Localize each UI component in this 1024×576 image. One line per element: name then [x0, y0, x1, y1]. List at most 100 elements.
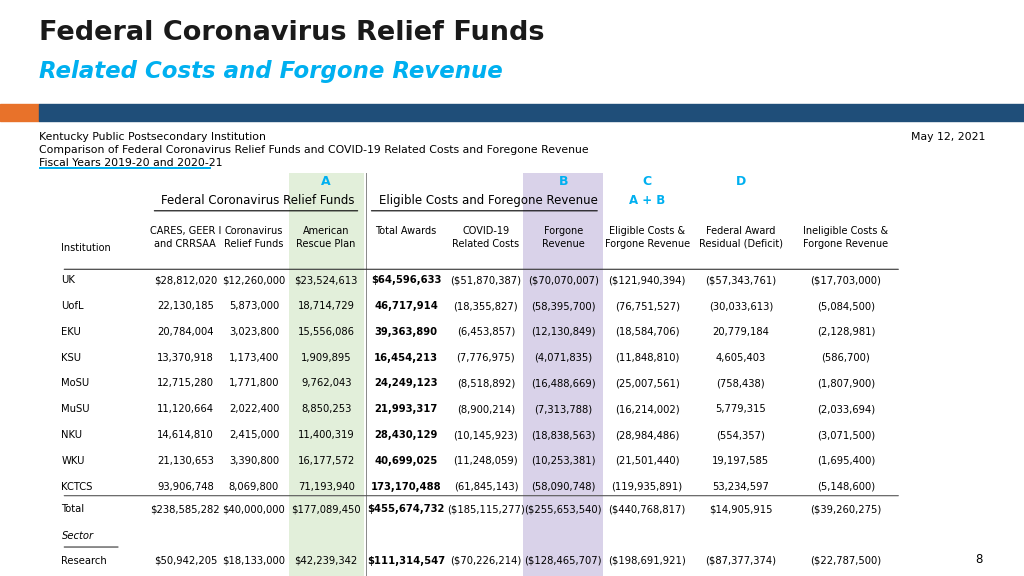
Text: $40,000,000: $40,000,000 — [222, 505, 286, 514]
Text: (8,900,214): (8,900,214) — [457, 404, 515, 414]
Text: B: B — [558, 175, 568, 188]
Text: Sector: Sector — [61, 532, 93, 541]
Text: CARES, GEER I
and CRRSAA: CARES, GEER I and CRRSAA — [150, 226, 221, 249]
Text: $50,942,205: $50,942,205 — [154, 556, 217, 566]
Text: ($51,870,387): ($51,870,387) — [451, 275, 521, 286]
Text: 1,173,400: 1,173,400 — [228, 353, 280, 363]
Text: (2,128,981): (2,128,981) — [816, 327, 876, 337]
Text: A + B: A + B — [629, 194, 666, 207]
Text: UofL: UofL — [61, 301, 84, 311]
Text: 20,779,184: 20,779,184 — [713, 327, 769, 337]
Text: (10,253,381): (10,253,381) — [531, 456, 595, 466]
Text: ($87,377,374): ($87,377,374) — [706, 556, 776, 566]
Text: (18,355,827): (18,355,827) — [454, 301, 518, 311]
Text: $18,133,000: $18,133,000 — [222, 556, 286, 566]
Text: 4,605,403: 4,605,403 — [716, 353, 766, 363]
Text: C: C — [643, 175, 651, 188]
Text: ($70,226,214): ($70,226,214) — [451, 556, 521, 566]
Text: $177,089,450: $177,089,450 — [292, 505, 360, 514]
Text: (11,848,810): (11,848,810) — [615, 353, 679, 363]
Text: 8,069,800: 8,069,800 — [228, 482, 280, 491]
Text: ($128,465,707): ($128,465,707) — [524, 556, 602, 566]
Text: (12,130,849): (12,130,849) — [531, 327, 595, 337]
Text: 19,197,585: 19,197,585 — [713, 456, 769, 466]
Text: 40,699,025: 40,699,025 — [375, 456, 437, 466]
Text: 2,022,400: 2,022,400 — [228, 404, 280, 414]
Text: 1,909,895: 1,909,895 — [301, 353, 351, 363]
Text: ($39,260,275): ($39,260,275) — [810, 505, 882, 514]
Text: 71,193,940: 71,193,940 — [298, 482, 354, 491]
Text: 22,130,185: 22,130,185 — [157, 301, 214, 311]
Text: ($185,115,277): ($185,115,277) — [447, 505, 524, 514]
Text: Total Awards: Total Awards — [376, 226, 436, 236]
Text: 2,415,000: 2,415,000 — [228, 430, 280, 440]
Text: (7,313,788): (7,313,788) — [535, 404, 592, 414]
Text: (8,518,892): (8,518,892) — [457, 378, 515, 388]
Text: ($255,653,540): ($255,653,540) — [524, 505, 602, 514]
Text: ($121,940,394): ($121,940,394) — [608, 275, 686, 286]
Text: $455,674,732: $455,674,732 — [368, 505, 444, 514]
Text: (4,071,835): (4,071,835) — [535, 353, 592, 363]
Text: $111,314,547: $111,314,547 — [367, 556, 445, 566]
Text: 24,249,123: 24,249,123 — [374, 378, 438, 388]
Text: 14,614,810: 14,614,810 — [157, 430, 214, 440]
Text: (1,807,900): (1,807,900) — [817, 378, 874, 388]
Text: 39,363,890: 39,363,890 — [375, 327, 437, 337]
Text: 5,779,315: 5,779,315 — [716, 404, 766, 414]
Text: 18,714,729: 18,714,729 — [298, 301, 354, 311]
Text: (119,935,891): (119,935,891) — [611, 482, 683, 491]
Text: Coronavirus
Relief Funds: Coronavirus Relief Funds — [224, 226, 284, 249]
Text: Federal Coronavirus Relief Funds: Federal Coronavirus Relief Funds — [39, 20, 545, 46]
Text: (61,845,143): (61,845,143) — [454, 482, 518, 491]
Text: MoSU: MoSU — [61, 378, 90, 388]
Text: Federal Award
Residual (Deficit): Federal Award Residual (Deficit) — [698, 226, 783, 249]
Text: Forgone
Revenue: Forgone Revenue — [542, 226, 585, 249]
Text: (554,357): (554,357) — [717, 430, 765, 440]
Text: (11,248,059): (11,248,059) — [454, 456, 518, 466]
Text: ($198,691,921): ($198,691,921) — [608, 556, 686, 566]
Text: (28,984,486): (28,984,486) — [615, 430, 679, 440]
Text: May 12, 2021: May 12, 2021 — [910, 132, 985, 142]
Text: 11,120,664: 11,120,664 — [157, 404, 214, 414]
Text: (586,700): (586,700) — [821, 353, 870, 363]
Text: (2,033,694): (2,033,694) — [817, 404, 874, 414]
Text: WKU: WKU — [61, 456, 85, 466]
Text: Eligible Costs and Foregone Revenue: Eligible Costs and Foregone Revenue — [379, 194, 598, 207]
Text: 15,556,086: 15,556,086 — [298, 327, 354, 337]
Text: Fiscal Years 2019-20 and 2020-21: Fiscal Years 2019-20 and 2020-21 — [39, 158, 222, 168]
Text: 12,715,280: 12,715,280 — [157, 378, 214, 388]
Text: 16,454,213: 16,454,213 — [374, 353, 438, 363]
Text: KCTCS: KCTCS — [61, 482, 93, 491]
Text: (21,501,440): (21,501,440) — [615, 456, 679, 466]
Text: Federal Coronavirus Relief Funds: Federal Coronavirus Relief Funds — [161, 194, 354, 207]
Text: 20,784,004: 20,784,004 — [157, 327, 214, 337]
Text: ($17,703,000): ($17,703,000) — [810, 275, 882, 286]
Text: $238,585,282: $238,585,282 — [151, 505, 220, 514]
Text: (76,751,527): (76,751,527) — [614, 301, 680, 311]
Text: (58,090,748): (58,090,748) — [531, 482, 595, 491]
Text: (5,148,600): (5,148,600) — [817, 482, 874, 491]
Text: (30,033,613): (30,033,613) — [709, 301, 773, 311]
Text: EKU: EKU — [61, 327, 81, 337]
Text: (18,838,563): (18,838,563) — [531, 430, 595, 440]
Text: 46,717,914: 46,717,914 — [374, 301, 438, 311]
Bar — [523, 173, 603, 576]
Text: (6,453,857): (6,453,857) — [457, 327, 515, 337]
Text: 1,771,800: 1,771,800 — [228, 378, 280, 388]
Text: $42,239,342: $42,239,342 — [295, 556, 357, 566]
Text: 8,850,253: 8,850,253 — [301, 404, 351, 414]
Text: $28,812,020: $28,812,020 — [154, 275, 217, 286]
Text: 93,906,748: 93,906,748 — [157, 482, 214, 491]
Text: 28,430,129: 28,430,129 — [375, 430, 437, 440]
Text: MuSU: MuSU — [61, 404, 90, 414]
Text: ($57,343,761): ($57,343,761) — [706, 275, 776, 286]
Text: Comparison of Federal Coronavirus Relief Funds and COVID-19 Related Costs and Fo: Comparison of Federal Coronavirus Relief… — [39, 145, 589, 155]
Text: American
Rescue Plan: American Rescue Plan — [297, 226, 355, 249]
Text: (7,776,975): (7,776,975) — [457, 353, 515, 363]
Text: ($70,070,007): ($70,070,007) — [527, 275, 599, 286]
Text: 8: 8 — [976, 552, 983, 566]
Text: (16,488,669): (16,488,669) — [530, 378, 596, 388]
Text: Related Costs and Forgone Revenue: Related Costs and Forgone Revenue — [39, 60, 503, 84]
Text: 53,234,597: 53,234,597 — [713, 482, 769, 491]
Text: (1,695,400): (1,695,400) — [817, 456, 874, 466]
